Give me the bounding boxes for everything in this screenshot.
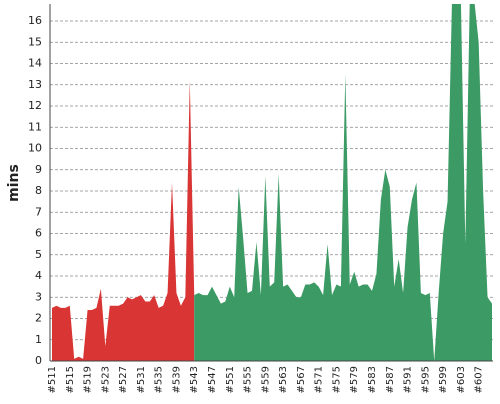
y-tick-label: 6 (35, 227, 42, 240)
x-tick-label: #543 (189, 366, 200, 393)
x-tick-label: #571 (314, 366, 325, 393)
y-tick-label: 13 (28, 78, 42, 91)
y-tick-label: 16 (28, 14, 42, 27)
x-tick-label: #563 (278, 366, 289, 393)
y-tick-label: 15 (28, 35, 42, 48)
y-axis-label: mins (6, 164, 22, 202)
area (52, 80, 195, 361)
x-tick-label: #587 (385, 366, 396, 393)
y-tick-label: 8 (35, 184, 42, 197)
x-tick-label: #575 (331, 366, 342, 393)
x-tick-label: #567 (296, 366, 307, 393)
x-tick-label: #559 (260, 366, 271, 393)
y-tick-label: 9 (35, 163, 42, 176)
x-tick-label: #519 (83, 366, 94, 393)
y-tick-label: 12 (28, 99, 42, 112)
x-tick-label: #547 (207, 366, 218, 393)
x-tick-label: #531 (136, 366, 147, 393)
x-tick-label: #579 (349, 366, 360, 393)
x-tick-label: #551 (225, 366, 236, 393)
y-tick-label: 4 (35, 269, 42, 282)
y-tick-label: 5 (35, 248, 42, 261)
x-tick-label: #603 (456, 366, 467, 393)
x-tick-label: #583 (367, 366, 378, 393)
plot-area (52, 4, 492, 361)
area (194, 4, 492, 361)
x-tick-label: #515 (65, 366, 76, 393)
x-tick-label: #595 (420, 366, 431, 393)
y-tick-label: 1 (35, 333, 42, 346)
x-tick-label: #607 (474, 366, 485, 393)
x-tick-label: #599 (438, 366, 449, 393)
x-tick-label: #591 (403, 366, 414, 393)
x-tick-label: #539 (171, 366, 182, 393)
x-tick-label: #523 (100, 366, 111, 393)
y-tick-label: 7 (35, 205, 42, 218)
y-tick-label: 11 (28, 120, 42, 133)
y-tick-label: 10 (28, 142, 42, 155)
y-tick-label: 14 (28, 57, 42, 70)
x-tick-label: #555 (243, 366, 254, 393)
x-tick-label: #535 (154, 366, 165, 393)
x-tick-label: #527 (118, 366, 129, 393)
y-tick-label: 0 (35, 354, 42, 367)
y-tick-label: 3 (35, 290, 42, 303)
y-tick-label: 2 (35, 312, 42, 325)
x-tick-label: #511 (47, 366, 58, 393)
